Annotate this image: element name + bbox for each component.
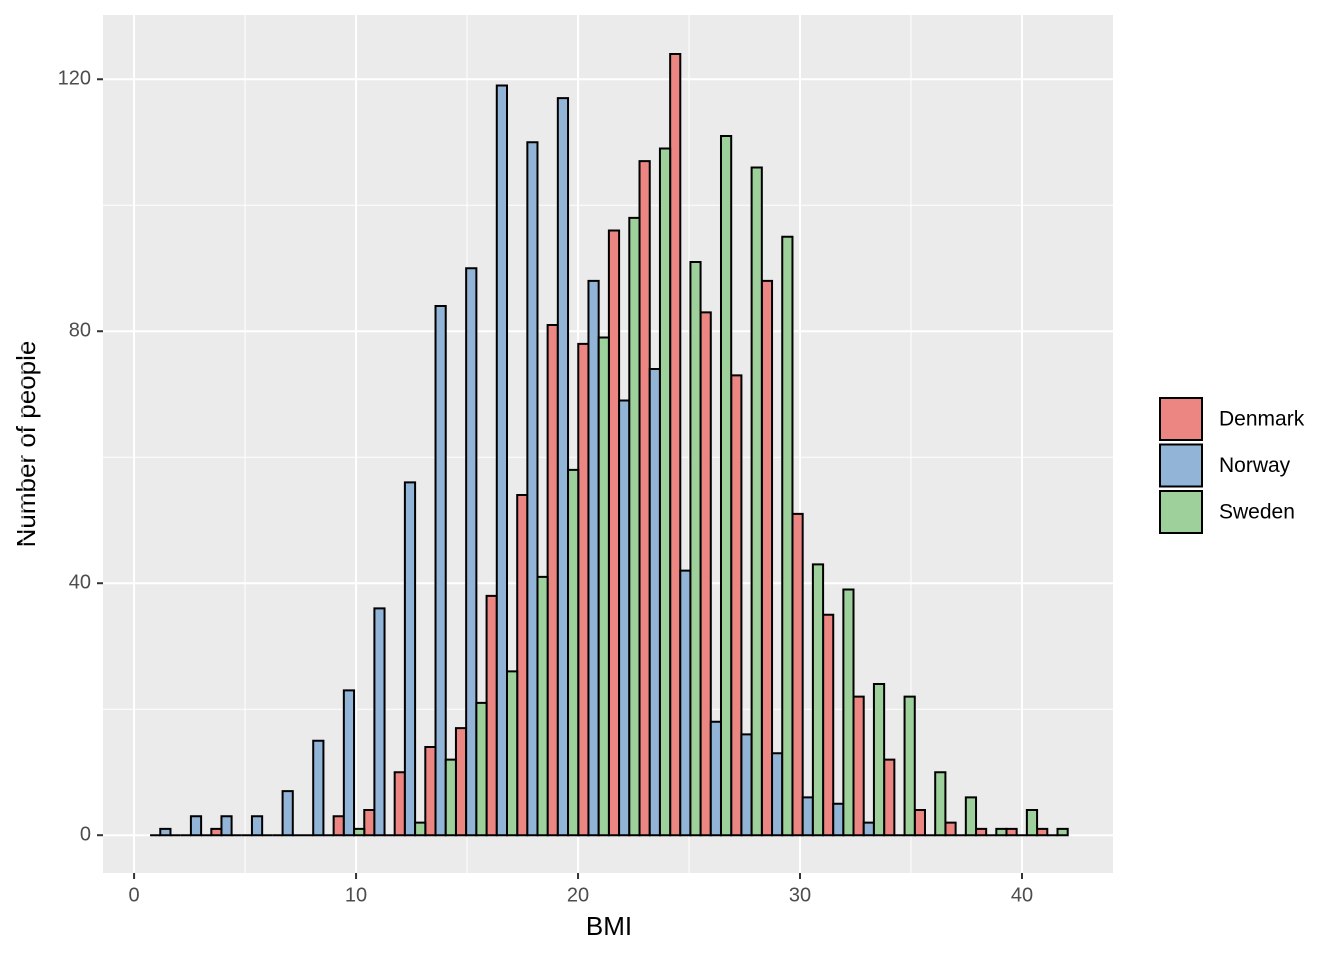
bar xyxy=(516,494,529,837)
bar xyxy=(669,53,682,837)
bar xyxy=(1056,827,1069,837)
bar xyxy=(536,575,549,837)
bar xyxy=(832,802,845,837)
bar xyxy=(281,790,294,837)
bar xyxy=(872,683,886,837)
legend-swatch xyxy=(1159,443,1203,488)
bar xyxy=(638,160,651,837)
bar xyxy=(801,796,814,837)
bar xyxy=(719,134,733,837)
bar xyxy=(862,821,875,837)
x-tick-label: 40 xyxy=(1011,884,1033,906)
bar xyxy=(485,594,498,837)
bar xyxy=(393,771,406,837)
bar xyxy=(556,97,570,837)
bar xyxy=(434,305,447,837)
bar xyxy=(760,279,774,837)
bar xyxy=(811,563,825,837)
legend-label: Norway xyxy=(1219,454,1291,477)
bar xyxy=(587,279,600,837)
bar xyxy=(577,342,590,837)
legend-swatch xyxy=(1159,397,1203,441)
bar xyxy=(679,569,692,837)
bar xyxy=(506,670,519,837)
y-tick-label: 80 xyxy=(69,320,91,342)
bar xyxy=(842,588,855,837)
bar xyxy=(1036,827,1049,837)
bar xyxy=(1025,809,1039,837)
bar xyxy=(607,229,621,837)
x-axis-title: BMI xyxy=(586,911,632,941)
bar xyxy=(781,235,794,837)
y-tick-label: 120 xyxy=(58,68,91,90)
x-tick-label: 10 xyxy=(345,884,367,906)
bar xyxy=(495,84,508,837)
bar xyxy=(597,336,610,837)
bar xyxy=(465,267,478,837)
bar xyxy=(628,216,641,837)
bar xyxy=(740,733,753,837)
bar xyxy=(709,720,722,837)
bar xyxy=(546,323,559,837)
bar xyxy=(454,727,468,837)
bar xyxy=(658,147,672,837)
bar xyxy=(414,821,427,837)
bar xyxy=(342,689,356,837)
bar xyxy=(363,809,376,837)
bar xyxy=(567,468,580,837)
bar xyxy=(618,399,631,837)
bar xyxy=(312,739,325,837)
bar xyxy=(750,166,763,837)
bar xyxy=(250,815,264,837)
x-tick-label: 20 xyxy=(567,884,589,906)
bar xyxy=(403,481,417,837)
bar xyxy=(373,607,386,837)
bar xyxy=(475,701,488,837)
bar xyxy=(210,827,223,837)
y-axis-title: Number of people xyxy=(11,341,41,548)
bar xyxy=(332,815,345,837)
x-tick-label: 30 xyxy=(789,884,811,906)
bar xyxy=(771,752,784,837)
bar xyxy=(699,311,712,837)
bar xyxy=(975,827,988,837)
bar xyxy=(189,815,203,837)
y-tick-label: 0 xyxy=(80,823,91,845)
bar xyxy=(1005,827,1018,837)
x-tick-label: 0 xyxy=(129,884,140,906)
bar xyxy=(995,827,1008,837)
bar xyxy=(648,368,661,837)
bar xyxy=(852,695,865,837)
bar xyxy=(220,815,233,837)
bar xyxy=(353,827,366,837)
bar xyxy=(913,809,926,837)
bar xyxy=(444,758,457,837)
bar xyxy=(791,512,804,837)
bar xyxy=(730,374,743,837)
legend-swatch xyxy=(1159,490,1203,534)
bar xyxy=(934,771,947,837)
y-tick-label: 40 xyxy=(69,572,91,594)
legend-label: Denmark xyxy=(1219,408,1305,431)
bar xyxy=(822,613,835,837)
bar xyxy=(903,695,916,837)
legend-label: Sweden xyxy=(1219,501,1295,524)
bar xyxy=(883,758,896,837)
bar xyxy=(526,141,539,837)
bar xyxy=(944,821,957,837)
bar xyxy=(689,260,702,837)
bar xyxy=(964,796,978,837)
bar xyxy=(424,746,437,837)
bar xyxy=(159,827,172,837)
